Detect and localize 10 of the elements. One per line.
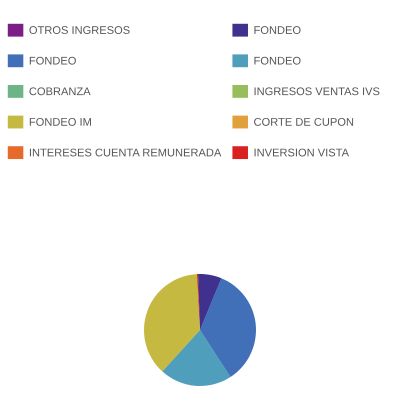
legend-label: FONDEO (30, 56, 76, 65)
legend-label: INVERSION VISTA (254, 148, 350, 156)
legend-label: FONDEO (254, 56, 301, 65)
legend-label: COBRANZA (29, 87, 91, 96)
legend-label: INTERESES CUENTA REMUNERADA (30, 148, 222, 156)
legend-label: INGRESOS VENTAS IVS (254, 87, 380, 96)
legend-label: FONDEO IM (30, 118, 91, 126)
legend-label: CORTE DE CUPON (254, 118, 354, 126)
legend-label: OTROS INGRESOS (29, 26, 130, 34)
legend-label: FONDEO (254, 26, 301, 34)
